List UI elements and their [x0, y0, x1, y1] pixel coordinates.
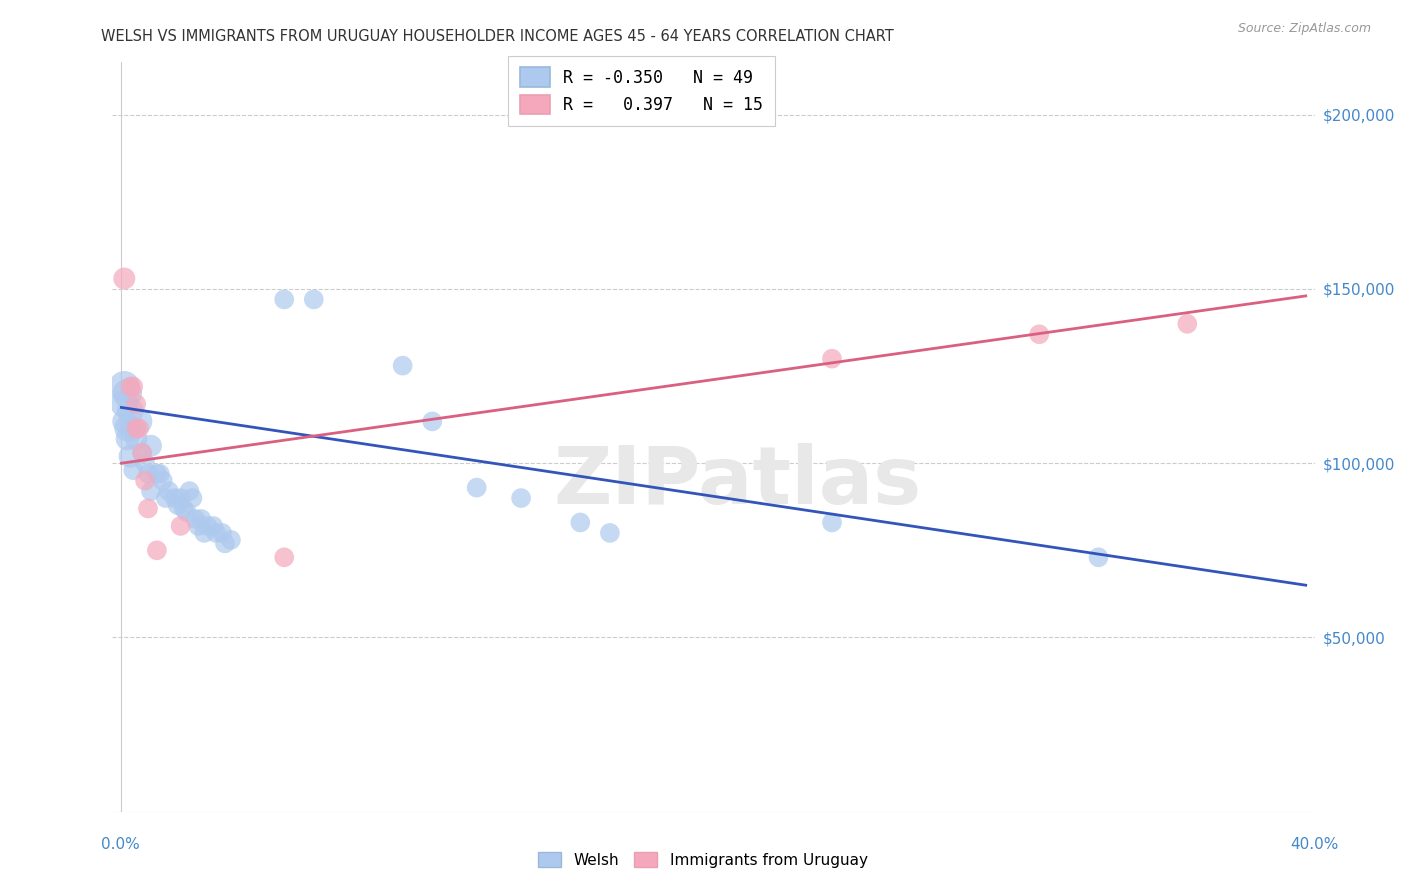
Point	[211, 525, 233, 540]
Point	[120, 449, 142, 463]
Point	[163, 491, 186, 505]
Point	[214, 536, 236, 550]
Point	[120, 404, 142, 418]
Point	[125, 421, 148, 435]
Point	[173, 501, 195, 516]
Point	[176, 505, 198, 519]
Point	[184, 512, 207, 526]
Point	[181, 491, 204, 505]
Point	[510, 491, 533, 505]
Point	[821, 516, 844, 530]
Point	[128, 414, 150, 428]
Point	[125, 397, 148, 411]
Point	[131, 446, 153, 460]
Text: 40.0%: 40.0%	[1291, 838, 1339, 852]
Point	[273, 293, 295, 307]
Point	[169, 519, 191, 533]
Text: WELSH VS IMMIGRANTS FROM URUGUAY HOUSEHOLDER INCOME AGES 45 - 64 YEARS CORRELATI: WELSH VS IMMIGRANTS FROM URUGUAY HOUSEHO…	[101, 29, 894, 44]
Point	[134, 474, 156, 488]
Point	[122, 463, 145, 477]
Point	[139, 439, 162, 453]
Point	[152, 474, 174, 488]
Point	[157, 484, 180, 499]
Point	[1175, 317, 1198, 331]
Point	[112, 271, 135, 285]
Point	[195, 519, 218, 533]
Point	[134, 456, 156, 470]
Point	[122, 421, 145, 435]
Point	[169, 491, 191, 505]
Point	[219, 533, 242, 547]
Text: ZIPatlas: ZIPatlas	[554, 443, 922, 521]
Point	[139, 484, 162, 499]
Legend: R = -0.350   N = 49, R =   0.397   N = 15: R = -0.350 N = 49, R = 0.397 N = 15	[508, 56, 775, 126]
Point	[179, 484, 201, 499]
Text: 0.0%: 0.0%	[101, 838, 141, 852]
Point	[136, 501, 159, 516]
Legend: Welsh, Immigrants from Uruguay: Welsh, Immigrants from Uruguay	[531, 844, 875, 875]
Point	[149, 467, 172, 481]
Point	[125, 432, 148, 446]
Point	[112, 379, 135, 393]
Point	[112, 397, 135, 411]
Point	[190, 512, 212, 526]
Point	[302, 293, 325, 307]
Point	[155, 491, 177, 505]
Point	[117, 386, 139, 401]
Point	[166, 498, 188, 512]
Point	[128, 421, 150, 435]
Point	[117, 421, 139, 435]
Point	[1087, 550, 1109, 565]
Point	[187, 519, 209, 533]
Point	[120, 379, 142, 393]
Point	[465, 481, 488, 495]
Point	[202, 519, 225, 533]
Point	[569, 516, 592, 530]
Text: Source: ZipAtlas.com: Source: ZipAtlas.com	[1237, 22, 1371, 36]
Point	[136, 467, 159, 481]
Point	[131, 446, 153, 460]
Point	[821, 351, 844, 366]
Point	[146, 467, 169, 481]
Point	[273, 550, 295, 565]
Point	[117, 432, 139, 446]
Point	[1028, 327, 1050, 342]
Point	[122, 379, 145, 393]
Point	[112, 414, 135, 428]
Point	[599, 525, 621, 540]
Point	[146, 543, 169, 558]
Point	[205, 525, 228, 540]
Point	[193, 525, 215, 540]
Point	[391, 359, 413, 373]
Point	[420, 414, 443, 428]
